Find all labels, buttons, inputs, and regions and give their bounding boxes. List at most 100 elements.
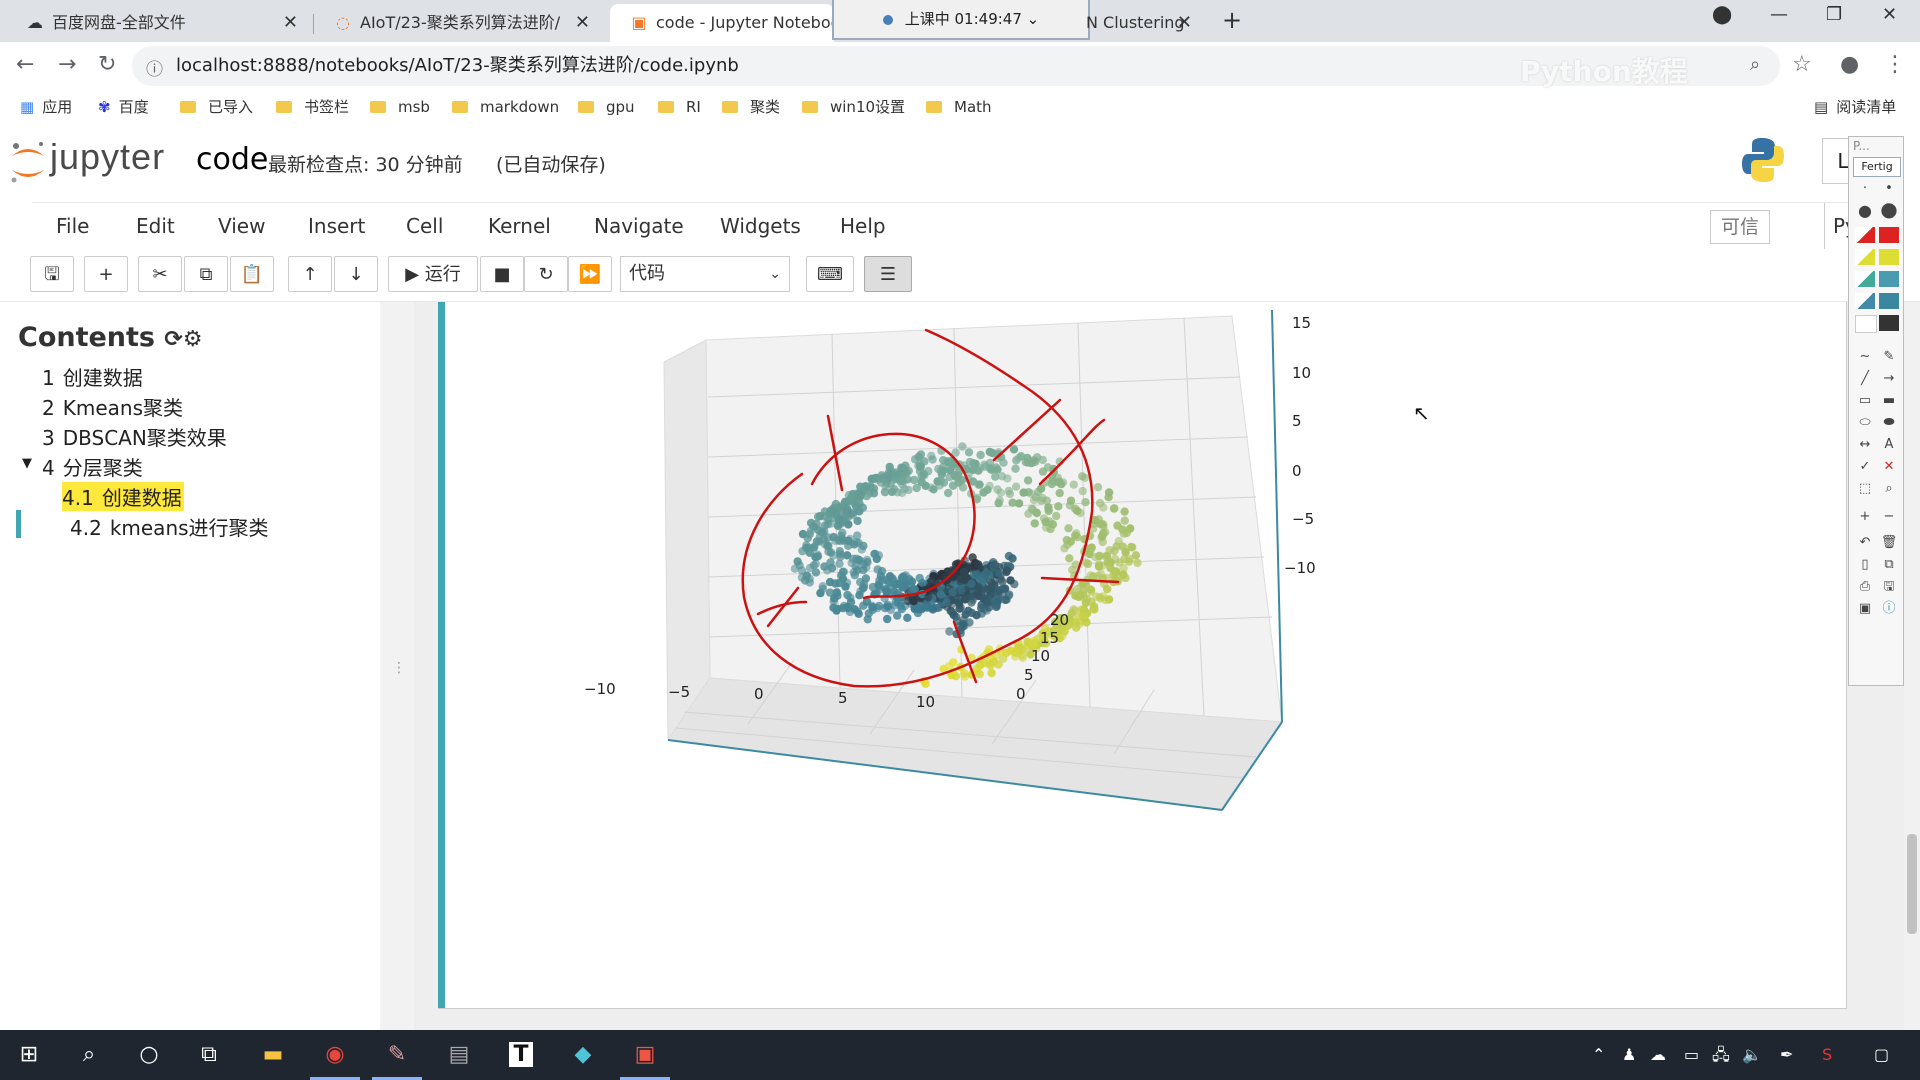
close-tab-icon[interactable]: ✕: [574, 12, 590, 33]
cortana-icon[interactable]: ○: [139, 1042, 159, 1067]
bookmark-star-icon[interactable]: ☆: [1792, 52, 1812, 77]
zoom-icon[interactable]: ⌕: [1750, 54, 1761, 75]
recording-timer-overlay[interactable]: 上课中 01:49:47 ⌄: [832, 0, 1090, 40]
save-disk-icon[interactable]: 🖫: [1883, 579, 1895, 594]
bookmark-math[interactable]: Math: [926, 90, 992, 124]
toc-item[interactable]: 4.2 kmeans进行聚类: [70, 516, 269, 540]
tab-search-icon[interactable]: ⬤: [1712, 4, 1733, 25]
close-tab-icon[interactable]: ✕: [282, 12, 298, 33]
pen-icon[interactable]: ✒: [1780, 1045, 1794, 1064]
url-text[interactable]: localhost:8888/notebooks/AIoT/23-聚类系列算法进…: [176, 55, 739, 76]
bookmark-baidu[interactable]: ✾ 百度: [98, 98, 149, 116]
filled-ellipse-icon[interactable]: ⬬: [1883, 415, 1895, 430]
pdf-icon[interactable]: ▣: [616, 1030, 674, 1080]
rectangle-icon[interactable]: ▭: [1858, 393, 1872, 408]
menu-kernel[interactable]: Kernel: [488, 214, 551, 238]
back-icon[interactable]: ←: [16, 52, 35, 77]
large-dot-icon[interactable]: ●: [1858, 201, 1872, 220]
copy-page-icon[interactable]: ⧉: [1884, 557, 1894, 572]
keyboard-icon[interactable]: ⌨: [806, 256, 854, 292]
menu-cell[interactable]: Cell: [406, 214, 444, 238]
search-icon[interactable]: ⌕: [82, 1042, 96, 1067]
undo-icon[interactable]: ↶: [1859, 535, 1871, 550]
bookmark-bar-folder[interactable]: 书签栏: [276, 90, 349, 124]
zoom-in-icon[interactable]: +: [1859, 509, 1871, 524]
red-color-swatch[interactable]: [1879, 227, 1899, 243]
tab-code-notebook[interactable]: ▣ code - Jupyter Notebook: [610, 4, 834, 42]
paint-icon[interactable]: ✎: [368, 1030, 426, 1080]
menu-help[interactable]: Help: [840, 214, 886, 238]
bookmark-gpu[interactable]: gpu: [578, 90, 635, 124]
bookmark-imported[interactable]: 已导入: [180, 90, 253, 124]
move-up-icon[interactable]: ↑: [288, 256, 332, 292]
profile-icon[interactable]: ●: [1840, 52, 1860, 77]
menu-widgets[interactable]: Widgets: [720, 214, 801, 238]
app-icon[interactable]: ◆: [574, 1042, 592, 1067]
blue-color-swatch[interactable]: [1879, 293, 1899, 309]
print-icon[interactable]: ⎙: [1859, 579, 1871, 594]
tray-device-icon[interactable]: ▭: [1684, 1045, 1700, 1064]
red-marker-icon[interactable]: [1855, 227, 1875, 243]
filled-rectangle-icon[interactable]: ▬: [1882, 393, 1896, 408]
toc-item[interactable]: 3 DBSCAN聚类效果: [42, 426, 227, 450]
maximize-icon[interactable]: ❐: [1826, 4, 1843, 25]
double-arrow-icon[interactable]: ↔: [1859, 437, 1871, 452]
caret-down-icon[interactable]: ▼: [22, 456, 32, 471]
info-circle-icon[interactable]: ⓘ: [1882, 601, 1896, 616]
bookmark-win10[interactable]: win10设置: [802, 90, 905, 124]
minimize-icon[interactable]: —: [1770, 4, 1788, 25]
notebook-name[interactable]: code: [196, 142, 269, 177]
toc-item-current[interactable]: 4.1 创建数据: [62, 482, 184, 511]
insert-cell-icon[interactable]: +: [84, 256, 128, 292]
move-down-icon[interactable]: ↓: [334, 256, 378, 292]
magnifier-icon[interactable]: ⌕: [1885, 481, 1893, 496]
network-icon[interactable]: 🖧: [1712, 1045, 1730, 1064]
teal-color-swatch[interactable]: [1879, 271, 1899, 287]
more-menu-icon[interactable]: ⋮: [1884, 52, 1906, 77]
menu-file[interactable]: File: [56, 214, 90, 238]
forward-icon[interactable]: →: [58, 52, 77, 77]
trusted-indicator[interactable]: 可信: [1710, 210, 1771, 244]
select-area-icon[interactable]: ⬚: [1858, 481, 1872, 496]
tab-clustering[interactable]: N Clustering ✕: [1086, 4, 1206, 42]
medium-dot-icon[interactable]: •: [1885, 181, 1893, 196]
tab-baidu-netdisk[interactable]: ☁ 百度网盘-全部文件 ✕: [6, 4, 312, 42]
refresh-icon[interactable]: ⟳: [164, 327, 183, 352]
toc-item[interactable]: 4 分层聚类: [42, 456, 143, 480]
ime-icon[interactable]: S: [1822, 1045, 1833, 1064]
scrollbar-thumb[interactable]: [1907, 834, 1917, 934]
file-explorer-icon[interactable]: ▬: [262, 1042, 284, 1067]
menu-navigate[interactable]: Navigate: [594, 214, 684, 238]
gear-icon[interactable]: ⚙: [182, 327, 203, 352]
arrow-icon[interactable]: →: [1883, 371, 1895, 386]
close-window-icon[interactable]: ✕: [1882, 4, 1898, 25]
teal-marker-icon[interactable]: [1855, 271, 1875, 287]
toc-item[interactable]: 1 创建数据: [42, 366, 143, 390]
restart-run-all-icon[interactable]: ⏩: [568, 256, 612, 292]
page-scrollbar[interactable]: [1904, 302, 1920, 1030]
toc-splitter[interactable]: ⋮: [380, 302, 414, 1030]
eraser-icon[interactable]: ✎: [1883, 349, 1895, 364]
new-tab-icon[interactable]: +: [1222, 6, 1243, 34]
menu-edit[interactable]: Edit: [136, 214, 175, 238]
tray-app-icon[interactable]: ♟: [1622, 1045, 1637, 1064]
reading-list[interactable]: ▤ 阅读清单: [1814, 98, 1897, 116]
copy-icon[interactable]: ⧉: [184, 256, 228, 292]
tray-chevron-icon[interactable]: ⌃: [1592, 1045, 1606, 1064]
menu-insert[interactable]: Insert: [308, 214, 366, 238]
jupyter-logo-icon[interactable]: [8, 138, 48, 186]
done-button[interactable]: Fertig: [1853, 157, 1901, 177]
white-color-swatch[interactable]: [1855, 315, 1877, 333]
info-icon[interactable]: ⓘ: [146, 60, 163, 80]
restart-icon[interactable]: ↻: [524, 256, 568, 292]
bookmark-ri[interactable]: RI: [658, 90, 701, 124]
zoom-out-icon[interactable]: −: [1883, 509, 1895, 524]
toc-toggle-icon[interactable]: ☰: [864, 256, 912, 292]
xlarge-dot-icon[interactable]: ●: [1880, 197, 1898, 221]
notification-icon[interactable]: ▢: [1874, 1045, 1890, 1064]
cut-icon[interactable]: ✂: [138, 256, 182, 292]
paste-icon[interactable]: 📋: [230, 256, 274, 292]
terminal-icon[interactable]: ▤: [448, 1042, 470, 1067]
task-view-icon[interactable]: ⧉: [201, 1042, 217, 1067]
yellow-color-swatch[interactable]: [1879, 249, 1899, 265]
